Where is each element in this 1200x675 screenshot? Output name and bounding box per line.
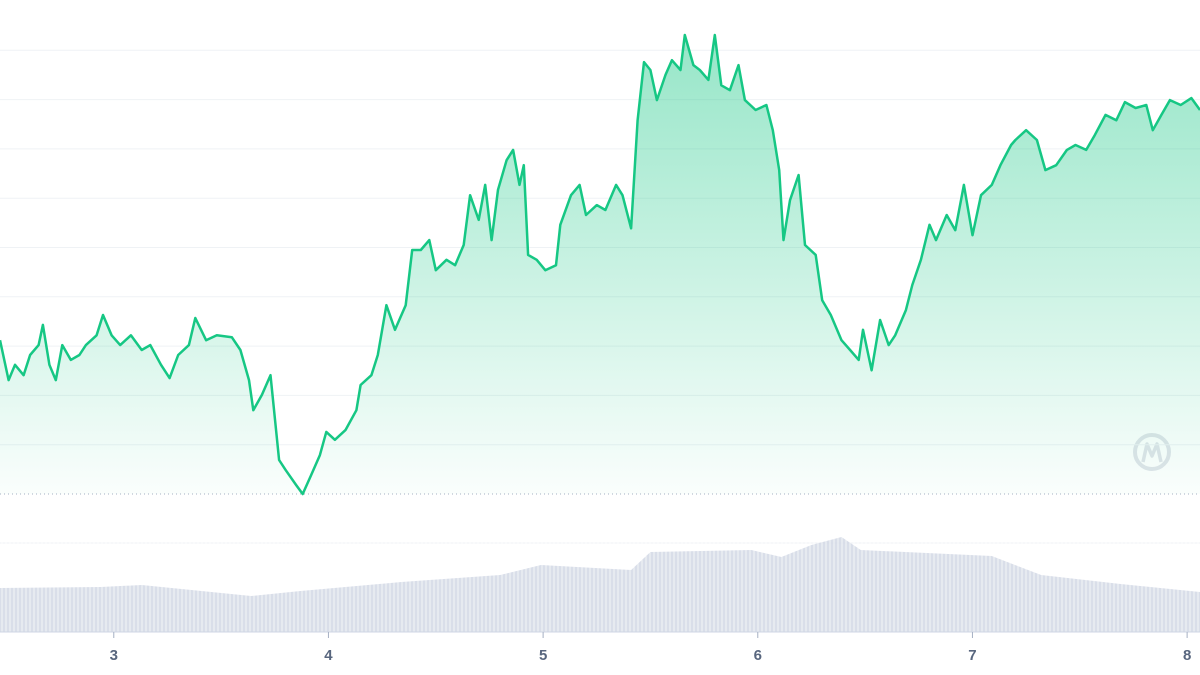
area-fill <box>0 35 1200 494</box>
x-tick-label: 5 <box>539 647 547 664</box>
x-tick-label: 8 <box>1183 647 1191 664</box>
volume-hatch <box>1 520 1199 632</box>
volume-area <box>0 537 1200 632</box>
x-tick-label: 4 <box>324 647 333 664</box>
x-tick-label: 7 <box>968 647 976 664</box>
x-tick-label: 3 <box>110 647 118 664</box>
x-tick-label: 6 <box>754 647 762 664</box>
price-line <box>0 33 1200 496</box>
